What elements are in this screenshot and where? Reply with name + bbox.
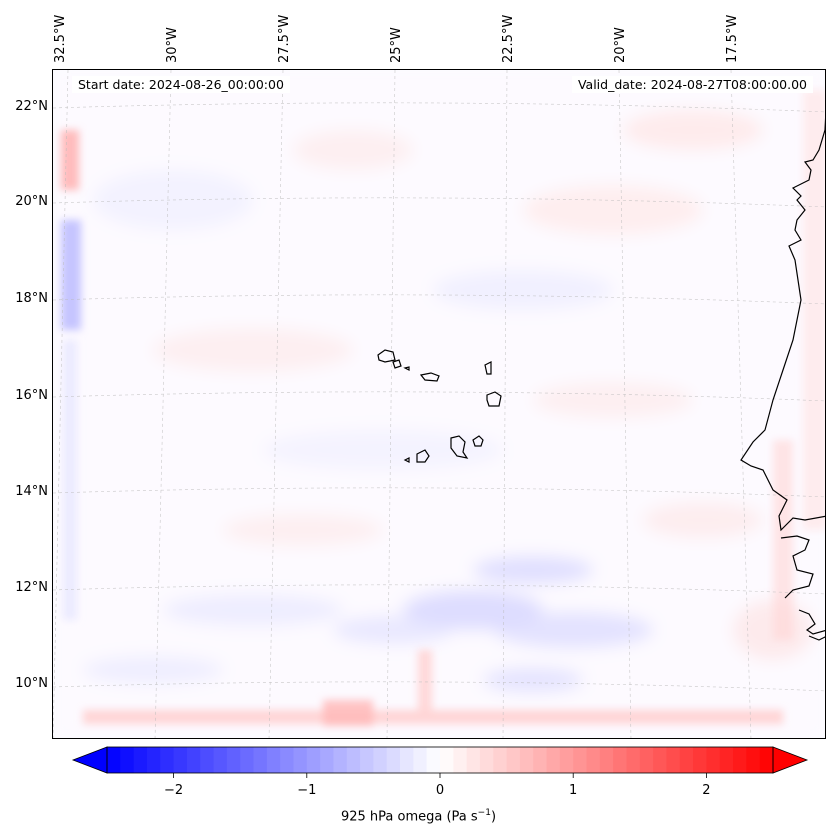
start-date-label: Start date: 2024-08-26_00:00:00	[72, 76, 290, 93]
longitude-label: 17.5°W	[725, 14, 740, 63]
colorbar-cell	[546, 747, 561, 773]
longitude-label: 22.5°W	[501, 14, 516, 63]
colorbar-cell	[186, 747, 201, 773]
colorbar-tick-label: −2	[164, 783, 184, 798]
colorbar-cell	[400, 747, 414, 773]
boundary-bands	[61, 90, 825, 726]
colorbar-cell	[120, 747, 135, 773]
longitude-label: 25°W	[389, 27, 404, 63]
colorbar-cell	[413, 747, 428, 773]
colorbar-cell	[320, 747, 334, 773]
colorbar-cell	[693, 747, 707, 773]
colorbar-tick-label: 0	[435, 783, 445, 798]
colorbar-cell	[386, 747, 401, 773]
colorbar-cell	[266, 747, 281, 773]
colorbar-cell	[599, 747, 614, 773]
latitude-label: 22°N	[15, 99, 48, 114]
latitude-label: 12°N	[15, 580, 48, 595]
colorbar-cell	[493, 747, 508, 773]
latitude-label: 10°N	[15, 676, 48, 691]
colorbar-title: 925 hPa omega (Pa s−1)	[340, 808, 497, 825]
colorbar-tick-label: 1	[569, 783, 578, 798]
colorbar-cell	[466, 747, 481, 773]
colorbar-cell	[746, 747, 761, 773]
longitude-label: 27.5°W	[277, 14, 292, 63]
longitude-label: 30°W	[165, 27, 180, 63]
colorbar-cell	[626, 747, 641, 773]
omega-shading	[53, 70, 825, 738]
longitude-label: 32.5°W	[53, 14, 68, 63]
omega-field-map	[53, 70, 825, 738]
colorbar-cell	[133, 747, 148, 773]
colorbar-cell	[533, 747, 548, 773]
colorbar-cell	[280, 747, 294, 773]
valid-date-label: Valid_date: 2024-08-27T08:00:00.00	[571, 76, 813, 93]
colorbar-cell	[733, 747, 747, 773]
colorbar-cell	[346, 747, 361, 773]
longitude-label: 20°W	[613, 27, 628, 63]
colorbar-min-extend	[71, 746, 108, 774]
colorbar-cell	[586, 747, 601, 773]
colorbar-cell	[306, 747, 321, 773]
colorbar-cell	[453, 747, 468, 773]
colorbar-cell	[360, 747, 374, 773]
colorbar-cell	[639, 747, 654, 773]
colorbar-max-extend	[772, 746, 809, 774]
colorbar-cell	[719, 747, 734, 773]
latitude-label: 16°N	[15, 388, 48, 403]
colorbar-cell	[706, 747, 721, 773]
colorbar-tick-label: 2	[702, 783, 711, 798]
colorbar-cell	[426, 747, 441, 773]
colorbar-cell	[479, 747, 494, 773]
colorbar-cell	[759, 747, 774, 773]
colorbar-cell	[253, 747, 268, 773]
graticule	[53, 70, 825, 738]
colorbar-cell	[573, 747, 588, 773]
coastlines	[377, 117, 825, 641]
colorbar-cell	[200, 747, 215, 773]
colorbar-cell	[173, 747, 188, 773]
colorbar-cell	[107, 747, 121, 773]
latitude-label: 18°N	[15, 291, 48, 306]
colorbar-cell	[559, 747, 574, 773]
colorbar-cell	[213, 747, 228, 773]
colorbar-cell	[666, 747, 681, 773]
latitude-label: 20°N	[15, 194, 48, 209]
latitude-label: 14°N	[15, 484, 48, 499]
colorbar-cell	[226, 747, 241, 773]
colorbar-tick-label: −1	[297, 783, 317, 798]
map-panel	[52, 69, 826, 739]
colorbar-cell	[373, 747, 388, 773]
colorbar-cell	[160, 747, 175, 773]
colorbar-cell	[653, 747, 667, 773]
colorbar-cell	[440, 747, 454, 773]
colorbar-cell	[146, 747, 161, 773]
colorbar-cell	[333, 747, 348, 773]
colorbar-cell	[613, 747, 627, 773]
colorbar-cell	[240, 747, 255, 773]
colorbar-cell	[519, 747, 534, 773]
colorbar-cell	[679, 747, 694, 773]
colorbar-cell	[506, 747, 521, 773]
colorbar-cell	[293, 747, 308, 773]
